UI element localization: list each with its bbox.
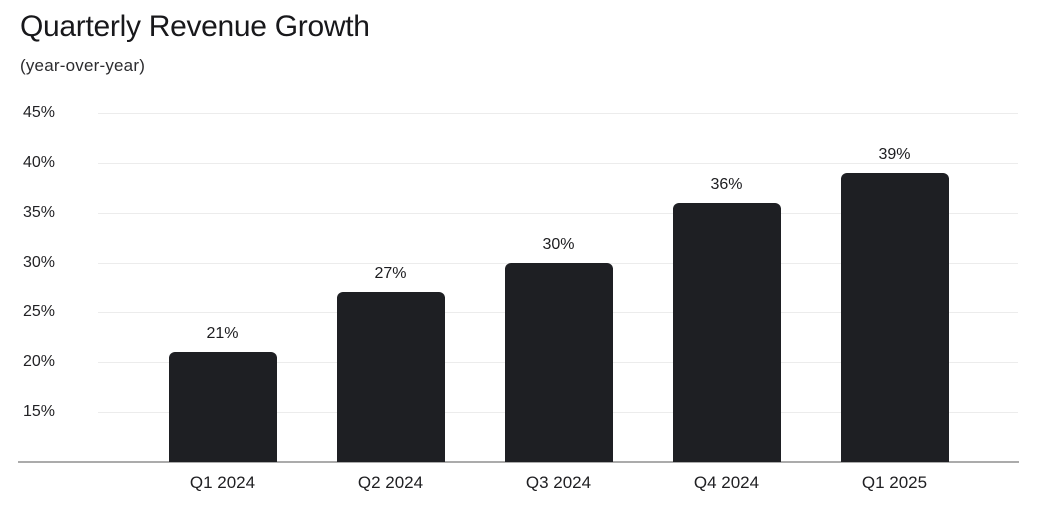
x-tick-label: Q3 2024 (525, 473, 592, 492)
x-tick-label: Q4 2024 (693, 473, 760, 492)
bar-value-label: 39% (878, 145, 911, 163)
x-tick-label: Q2 2024 (357, 473, 424, 492)
y-tick-label: 25% (22, 303, 55, 321)
chart-title: Quarterly Revenue Growth (20, 10, 370, 43)
bar-value-label: 30% (542, 235, 575, 253)
chart-subtitle: (year-over-year) (20, 56, 146, 75)
gridline (98, 162, 1018, 164)
bar (840, 172, 949, 462)
bar (672, 202, 781, 462)
bar-value-label: 36% (710, 175, 743, 193)
gridline (98, 212, 1018, 214)
x-axis-line (18, 461, 1019, 463)
y-tick-label: 30% (22, 253, 55, 271)
y-tick-label: 45% (22, 104, 55, 121)
bar-value-label: 21% (206, 325, 239, 343)
y-tick-label: 15% (22, 403, 55, 421)
bar (168, 352, 277, 462)
gridline (98, 113, 1018, 114)
bar (336, 292, 445, 462)
x-tick-label: Q1 2024 (189, 473, 256, 492)
x-tick-label: Q1 2025 (861, 473, 928, 492)
bar-value-label: 27% (374, 265, 407, 283)
y-tick-label: 20% (22, 353, 55, 371)
y-tick-label: 35% (22, 203, 55, 221)
bar (504, 262, 613, 462)
y-tick-label: 40% (22, 153, 55, 171)
